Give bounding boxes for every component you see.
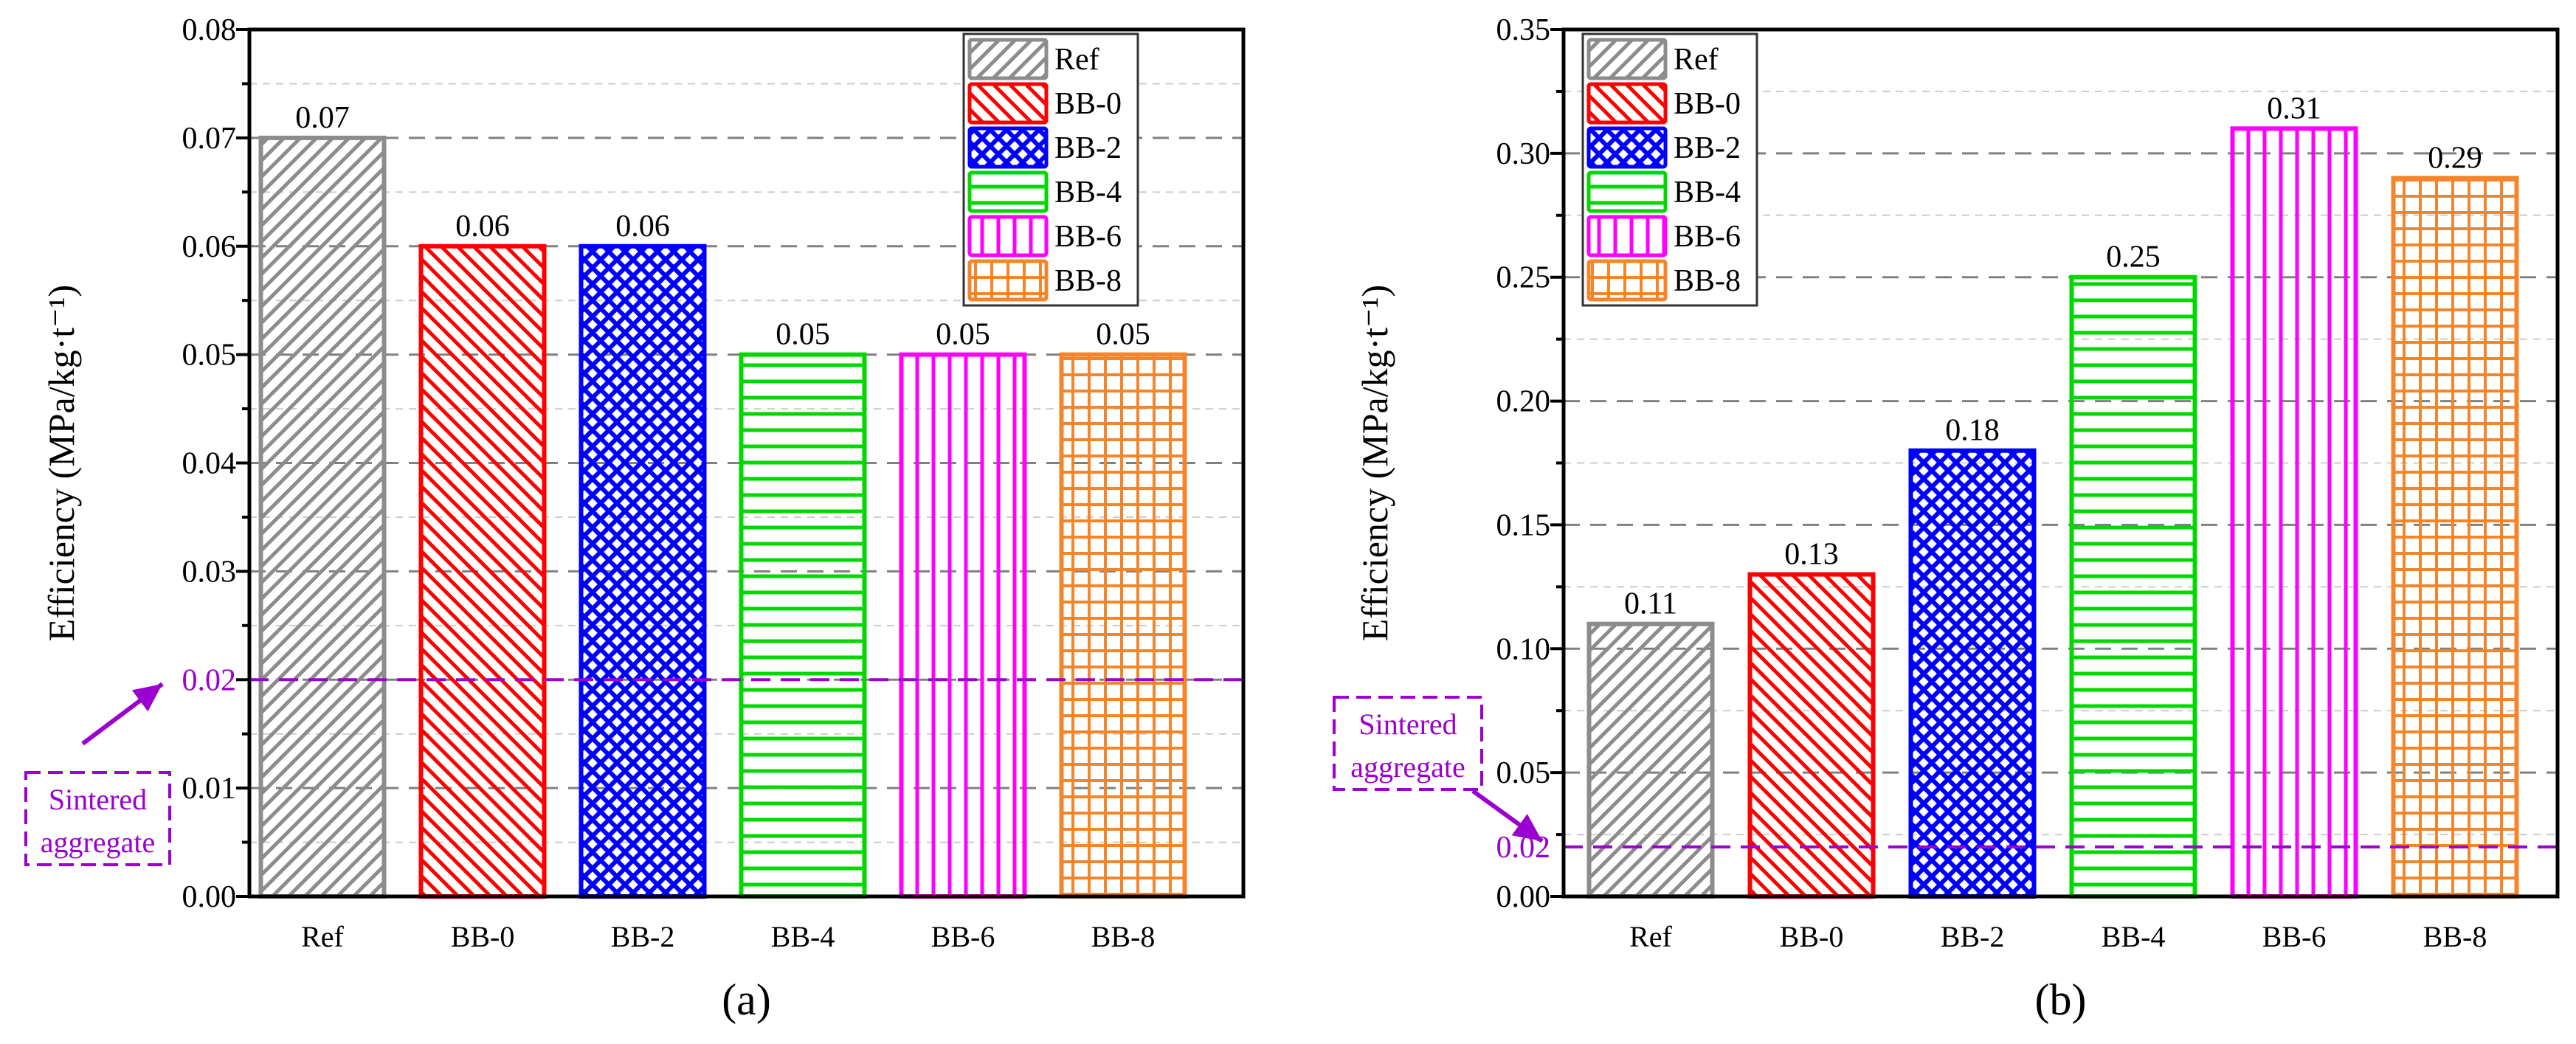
y-tick-label: 0.06 [182,230,237,264]
legend-label: BB-8 [1054,264,1122,298]
legend-swatch [967,170,1049,213]
y-tick-label: 0.00 [182,880,237,914]
annotation-text: Sintered [1358,708,1457,741]
y-tick-label: 0.05 [182,339,237,373]
y-tick-label: 0.10 [1496,632,1551,666]
x-tick-label: BB-0 [1780,920,1844,953]
bar-bb-6 [899,352,1027,899]
y-tick-label: 0.35 [1496,13,1551,47]
data-label: 0.05 [936,318,990,352]
legend-swatch [1586,38,1668,80]
bar-bb-2 [1908,448,2037,899]
y-tick-label: 0.04 [182,447,237,481]
annotation-box [24,771,171,866]
legend-swatch [1586,170,1668,213]
data-label: 0.05 [776,318,830,352]
y-tick-label: 0.07 [182,122,237,156]
legend-swatch [1586,82,1668,125]
legend: Ref BB-0 BB-2 BB-4 BB-6 BB-8 [1581,32,1758,307]
x-tick-label: BB-0 [451,920,515,953]
bar-bb-4 [739,352,867,899]
bar-bb-8 [2391,176,2519,899]
legend-label: Ref [1674,43,1719,77]
arrowhead-icon [131,684,162,712]
y-tick-label: 0.02 [182,663,237,697]
legend-swatch [1586,259,1668,302]
x-tick-label: BB-4 [2102,920,2166,953]
bar-bb-2 [579,243,707,899]
x-tick-label: BB-4 [771,920,835,953]
legend-swatch [967,259,1049,302]
y-tick-label: 0.01 [182,772,237,806]
data-label: 0.25 [2106,241,2161,274]
y-tick-label: 0.00 [1496,880,1551,914]
data-label: 0.18 [1945,414,2000,448]
arrowhead-icon [1511,814,1542,841]
bar-bb-8 [1059,352,1187,899]
legend-swatch [1586,126,1668,169]
x-tick-label: Ref [301,920,344,953]
bar-ref [258,135,387,899]
legend-label: BB-4 [1054,176,1122,210]
legend-label: BB-4 [1674,176,1741,210]
chart-panel-b: 0.000.050.100.150.200.250.300.350.020.11… [1333,13,2560,1024]
x-tick-label: Ref [1629,920,1672,953]
y-axis-title: Efficiency (MPa/kg·t⁻¹) [1354,285,1395,641]
panel-label: (b) [2035,975,2087,1024]
bar-bb-0 [418,243,547,899]
y-axis-title: Efficiency (MPa/kg·t⁻¹) [41,285,82,641]
y-tick-label: 0.08 [182,13,237,47]
legend-label: BB-2 [1054,131,1122,165]
annotation-text: Sintered [49,783,147,816]
y-tick-label: 0.03 [182,555,237,589]
x-tick-label: BB-8 [2423,920,2487,953]
y-tick-label: 0.20 [1496,385,1551,419]
legend-swatch [967,38,1049,80]
legend-label: BB-6 [1674,220,1741,254]
legend-swatch [967,82,1049,125]
x-tick-label: BB-6 [2262,920,2327,953]
legend-label: Ref [1054,43,1099,77]
data-label: 0.07 [295,101,350,135]
annotation-text: aggregate [41,826,155,859]
y-tick-label: 0.15 [1496,508,1551,542]
data-label: 0.06 [615,210,670,243]
legend-label: BB-0 [1054,87,1122,121]
x-tick-label: BB-2 [1941,920,2005,953]
chart-panel-a: 0.00 0.01 0.02 0.03 0.04 0.05 0.06 0.07 0.08 0.07… [24,13,1246,1024]
panel-label: (a) [722,975,771,1024]
y-tick-label: 0.25 [1496,261,1551,295]
data-label: 0.29 [2428,141,2482,175]
legend-swatch [967,215,1049,257]
legend-swatch [1586,215,1668,257]
data-label: 0.11 [1624,587,1677,621]
legend-swatch [967,126,1049,169]
bar-bb-6 [2230,126,2358,899]
x-tick-label: BB-8 [1091,920,1156,953]
legend: Ref BB-0 BB-2 BB-4 BB-6 BB-8 [962,32,1139,307]
data-label: 0.31 [2267,91,2321,125]
annotation-box [1333,696,1483,791]
bar-bb-4 [2069,274,2197,899]
plot-frame [1561,27,2560,899]
y-tick-label: 0.05 [1496,756,1551,790]
y-tick-label: 0.30 [1496,137,1551,171]
x-tick-label: BB-2 [611,920,675,953]
data-label: 0.05 [1096,318,1150,352]
legend-label: BB-2 [1674,131,1741,165]
legend-label: BB-8 [1674,264,1741,298]
legend-label: BB-0 [1674,87,1741,121]
data-label: 0.13 [1784,538,1839,572]
plot-frame [247,27,1246,899]
x-tick-label: BB-6 [931,920,995,953]
annotation-text: aggregate [1350,750,1465,784]
bar-ref [1586,621,1715,899]
data-label: 0.06 [455,210,510,243]
legend-label: BB-6 [1054,220,1122,254]
